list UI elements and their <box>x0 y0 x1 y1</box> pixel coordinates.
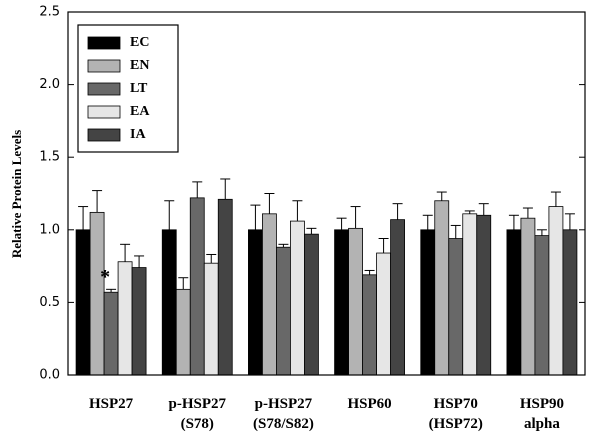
bar <box>217 198 233 376</box>
annotation: * <box>100 266 110 288</box>
legend-swatch <box>87 82 121 96</box>
error-bar <box>364 269 375 275</box>
error-bar <box>536 229 547 236</box>
error-bar <box>120 243 131 262</box>
error-bar <box>564 213 575 230</box>
bar <box>476 214 492 376</box>
bar <box>420 229 436 376</box>
error-bar <box>264 193 275 214</box>
legend-label: EC <box>130 35 149 50</box>
bar <box>448 238 464 376</box>
bar <box>534 235 550 376</box>
bar <box>462 213 478 376</box>
error-bar <box>422 214 433 230</box>
error-bar <box>478 203 489 216</box>
bar <box>562 229 578 376</box>
bar <box>548 206 564 376</box>
x-tick-label: HSP90 alpha <box>520 396 564 432</box>
y-tick-label: 1.0 <box>39 222 60 237</box>
error-bar <box>336 217 347 230</box>
bar <box>75 229 91 376</box>
error-bar <box>278 243 289 248</box>
error-bar <box>178 277 189 290</box>
bar <box>203 262 219 376</box>
legend-label: IA <box>130 127 146 142</box>
y-tick-label: 2.5 <box>39 5 60 20</box>
y-tick-label: 1.5 <box>39 150 60 165</box>
bar <box>175 288 191 376</box>
x-tick-label: p-HSP27 (S78) <box>168 396 226 432</box>
legend-swatch <box>87 105 121 119</box>
legend-swatch <box>87 36 121 50</box>
error-bar <box>522 207 533 219</box>
error-bar <box>192 181 203 198</box>
error-bar <box>206 253 217 264</box>
error-bar <box>92 190 103 213</box>
error-bar <box>550 191 561 207</box>
x-tick-label: p-HSP27 (S78/S82) <box>253 396 314 432</box>
error-bar <box>292 200 303 222</box>
bar <box>189 197 205 376</box>
x-tick-label: HSP60 <box>347 396 391 412</box>
bar <box>262 213 277 376</box>
bar <box>248 229 263 376</box>
bar <box>290 220 305 376</box>
error-bar <box>350 206 361 229</box>
error-bar <box>508 214 519 230</box>
bar <box>131 267 147 376</box>
error-bar <box>306 227 317 235</box>
error-bar <box>250 204 261 230</box>
x-tick-label: HSP27 <box>89 396 134 412</box>
y-tick-label: 2.0 <box>39 77 60 92</box>
y-tick-label: 0.0 <box>39 368 60 383</box>
error-bar <box>78 206 89 230</box>
error-bar <box>106 288 117 293</box>
bar <box>520 217 536 376</box>
bar <box>390 219 405 376</box>
legend-label: EA <box>130 104 150 119</box>
legend-label: LT <box>130 81 148 96</box>
plot-frame <box>67 11 586 376</box>
error-bar <box>134 255 145 268</box>
bar <box>161 229 177 376</box>
y-tick-label: 0.5 <box>39 295 60 310</box>
bar <box>89 211 105 376</box>
bar <box>348 227 363 376</box>
bar <box>117 261 133 376</box>
error-bar <box>164 200 175 230</box>
bar <box>506 229 522 376</box>
x-tick-label: HSP70 (HSP72) <box>429 396 483 432</box>
bar <box>376 252 391 376</box>
error-bar <box>464 210 475 214</box>
legend-swatch <box>87 128 121 142</box>
y-axis-label: Relative Protein Levels <box>9 130 24 258</box>
error-bar <box>436 191 447 201</box>
error-bar <box>378 238 389 254</box>
bar <box>334 229 349 376</box>
bar <box>434 200 450 376</box>
legend-label: EN <box>130 58 149 73</box>
bar <box>103 291 119 376</box>
legend-swatch <box>87 59 121 73</box>
bar <box>276 246 291 376</box>
error-bar <box>450 224 461 239</box>
error-bar <box>220 178 231 200</box>
bar <box>362 274 377 376</box>
bar <box>304 233 319 376</box>
error-bar <box>392 203 403 220</box>
